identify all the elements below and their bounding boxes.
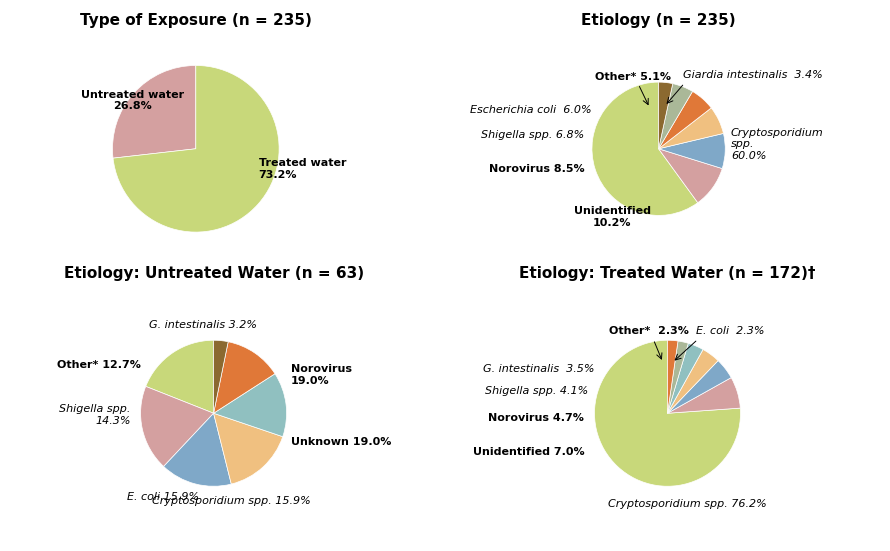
Text: G. intestinalis  3.5%: G. intestinalis 3.5%: [483, 364, 595, 374]
Text: Cryptosporidium spp. 76.2%: Cryptosporidium spp. 76.2%: [609, 499, 767, 510]
Text: Unknown 19.0%: Unknown 19.0%: [291, 436, 391, 447]
Wedge shape: [659, 149, 723, 203]
Text: E. coli  2.3%: E. coli 2.3%: [696, 326, 765, 336]
Wedge shape: [141, 386, 214, 467]
Text: Norovirus 4.7%: Norovirus 4.7%: [489, 413, 585, 423]
Wedge shape: [668, 341, 688, 413]
Wedge shape: [214, 341, 228, 413]
Text: G. intestinalis 3.2%: G. intestinalis 3.2%: [150, 320, 257, 330]
Text: Shigella spp.
14.3%: Shigella spp. 14.3%: [59, 404, 131, 426]
Text: Cryptosporidium spp. 15.9%: Cryptosporidium spp. 15.9%: [152, 496, 312, 506]
Wedge shape: [214, 413, 283, 484]
Text: Shigella spp. 6.8%: Shigella spp. 6.8%: [481, 130, 585, 140]
Wedge shape: [668, 341, 678, 413]
Text: Shigella spp. 4.1%: Shigella spp. 4.1%: [485, 386, 588, 396]
Text: Other*  2.3%: Other* 2.3%: [610, 326, 689, 336]
Wedge shape: [659, 82, 673, 149]
Wedge shape: [668, 343, 703, 413]
Wedge shape: [592, 82, 698, 215]
Wedge shape: [659, 91, 711, 149]
Wedge shape: [214, 342, 275, 413]
Text: E. coli 15.9%: E. coli 15.9%: [127, 493, 199, 503]
Text: Unidentified 7.0%: Unidentified 7.0%: [473, 447, 585, 457]
Text: Unidentified
10.2%: Unidentified 10.2%: [574, 206, 651, 228]
Text: Cryptosporidium
spp.
60.0%: Cryptosporidium spp. 60.0%: [731, 127, 823, 161]
Wedge shape: [112, 66, 196, 158]
Title: Type of Exposure (n = 235): Type of Exposure (n = 235): [80, 13, 312, 28]
Wedge shape: [659, 133, 725, 169]
Wedge shape: [214, 374, 287, 437]
Text: Norovirus 8.5%: Norovirus 8.5%: [489, 164, 585, 174]
Text: Treated water
73.2%: Treated water 73.2%: [259, 158, 346, 180]
Wedge shape: [659, 84, 692, 149]
Wedge shape: [146, 341, 214, 413]
Wedge shape: [164, 413, 231, 486]
Title: Etiology: Untreated Water (n = 63): Etiology: Untreated Water (n = 63): [63, 266, 364, 281]
Wedge shape: [113, 66, 279, 232]
Wedge shape: [668, 361, 732, 413]
Wedge shape: [595, 341, 740, 486]
Text: Norovirus
19.0%: Norovirus 19.0%: [291, 364, 352, 386]
Text: Other* 5.1%: Other* 5.1%: [595, 72, 671, 82]
Wedge shape: [668, 377, 740, 413]
Text: Other* 12.7%: Other* 12.7%: [57, 360, 141, 370]
Title: Etiology (n = 235): Etiology (n = 235): [581, 13, 736, 28]
Text: Untreated water
26.8%: Untreated water 26.8%: [81, 90, 184, 111]
Text: Escherichia coli  6.0%: Escherichia coli 6.0%: [470, 105, 592, 115]
Wedge shape: [668, 349, 718, 413]
Wedge shape: [659, 108, 724, 149]
Title: Etiology: Treated Water (n = 172)†: Etiology: Treated Water (n = 172)†: [519, 266, 816, 281]
Text: Giardia intestinalis  3.4%: Giardia intestinalis 3.4%: [683, 71, 822, 80]
